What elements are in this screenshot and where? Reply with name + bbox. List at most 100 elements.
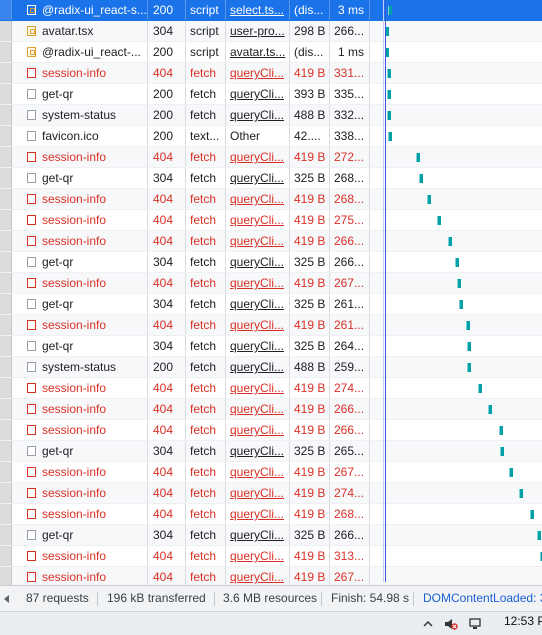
taskbar-clock[interactable]: 12:53 PM: [504, 614, 542, 628]
request-time: 261...: [330, 315, 370, 335]
request-time: 265...: [330, 441, 370, 461]
network-request-row[interactable]: @radix-ui_react-s... 200 script select.ts..…: [0, 0, 542, 21]
row-gutter: [0, 378, 12, 398]
request-initiator[interactable]: queryCli...: [226, 420, 290, 440]
network-request-row[interactable]: session-info 404 fetch queryCli... 419 B 274.…: [0, 378, 542, 399]
request-type: fetch: [186, 525, 226, 545]
request-size: 419 B: [290, 378, 330, 398]
request-initiator[interactable]: queryCli...: [226, 84, 290, 104]
request-initiator[interactable]: queryCli...: [226, 462, 290, 482]
error-file-icon: [27, 236, 36, 246]
request-size: 419 B: [290, 231, 330, 251]
error-file-icon: [27, 488, 36, 498]
request-initiator[interactable]: queryCli...: [226, 168, 290, 188]
network-request-row[interactable]: avatar.tsx 304 script user-pro... 298 B 266..…: [0, 21, 542, 42]
network-request-row[interactable]: session-info 404 fetch queryCli... 419 B 267.…: [0, 273, 542, 294]
js-file-icon: [27, 5, 36, 15]
request-type: fetch: [186, 210, 226, 230]
error-file-icon: [27, 152, 36, 162]
network-request-row[interactable]: session-info 404 fetch queryCli... 419 B 266.…: [0, 420, 542, 441]
request-time: 331...: [330, 63, 370, 83]
row-gutter: [0, 168, 12, 188]
row-gutter: [0, 273, 12, 293]
waterfall-bar: [387, 111, 391, 120]
request-size: 488 B: [290, 105, 330, 125]
request-initiator[interactable]: queryCli...: [226, 399, 290, 419]
waterfall-bar: [466, 321, 470, 330]
request-type: script: [186, 21, 226, 41]
waterfall-cell: [370, 189, 542, 209]
network-request-row[interactable]: session-info 404 fetch queryCli... 419 B 275.…: [0, 210, 542, 231]
waterfall-cell: [370, 63, 542, 83]
request-initiator[interactable]: avatar.ts...: [226, 42, 290, 62]
network-request-row[interactable]: get-qr 304 fetch queryCli... 325 B 264...: [0, 336, 542, 357]
status-divider: [214, 592, 215, 606]
request-initiator[interactable]: queryCli...: [226, 273, 290, 293]
network-request-row[interactable]: session-info 404 fetch queryCli... 419 B 268.…: [0, 504, 542, 525]
request-initiator[interactable]: queryCli...: [226, 441, 290, 461]
request-status: 404: [148, 63, 186, 83]
resources-size: 3.6 MB resources: [223, 591, 318, 605]
network-request-row[interactable]: favicon.ico 200 text... Other 42.... 338...: [0, 126, 542, 147]
request-initiator[interactable]: queryCli...: [226, 315, 290, 335]
request-initiator[interactable]: queryCli...: [226, 105, 290, 125]
request-time: 3 ms: [330, 0, 370, 20]
request-initiator[interactable]: queryCli...: [226, 483, 290, 503]
row-gutter: [0, 441, 12, 461]
network-request-row[interactable]: session-info 404 fetch queryCli... 419 B 268.…: [0, 189, 542, 210]
network-request-row[interactable]: system-status 200 fetch queryCli... 488 B 332…: [0, 105, 542, 126]
request-initiator[interactable]: queryCli...: [226, 357, 290, 377]
network-request-row[interactable]: get-qr 304 fetch queryCli... 325 B 266...: [0, 252, 542, 273]
request-initiator[interactable]: queryCli...: [226, 336, 290, 356]
waterfall-cell: [370, 0, 542, 20]
network-request-row[interactable]: get-qr 304 fetch queryCli... 325 B 268...: [0, 168, 542, 189]
waterfall-bar: [459, 300, 463, 309]
waterfall-cell: [370, 357, 542, 377]
network-request-row[interactable]: session-info 404 fetch queryCli... 419 B 331.…: [0, 63, 542, 84]
network-request-row[interactable]: @radix-ui_react-... 200 script avatar.ts...…: [0, 42, 542, 63]
request-initiator[interactable]: queryCli...: [226, 210, 290, 230]
request-initiator[interactable]: queryCli...: [226, 147, 290, 167]
request-initiator[interactable]: queryCli...: [226, 294, 290, 314]
row-gutter: [0, 105, 12, 125]
network-request-row[interactable]: system-status 200 fetch queryCli... 488 B 259…: [0, 357, 542, 378]
request-name: session-info: [12, 567, 148, 587]
waterfall-bar: [509, 468, 513, 477]
network-request-row[interactable]: session-info 404 fetch queryCli... 419 B 272.…: [0, 147, 542, 168]
request-initiator[interactable]: queryCli...: [226, 546, 290, 566]
scroll-left-arrow-icon[interactable]: [4, 595, 9, 603]
request-initiator[interactable]: queryCli...: [226, 63, 290, 83]
request-initiator[interactable]: user-pro...: [226, 21, 290, 41]
request-initiator[interactable]: queryCli...: [226, 189, 290, 209]
request-size: 419 B: [290, 420, 330, 440]
network-request-row[interactable]: session-info 404 fetch queryCli... 419 B 266.…: [0, 399, 542, 420]
network-icon[interactable]: [468, 617, 482, 631]
request-initiator[interactable]: select.ts...: [226, 0, 290, 20]
network-request-row[interactable]: get-qr 304 fetch queryCli... 325 B 261...: [0, 294, 542, 315]
request-size: 419 B: [290, 210, 330, 230]
row-gutter: [0, 252, 12, 272]
network-request-row[interactable]: get-qr 304 fetch queryCli... 325 B 266...: [0, 525, 542, 546]
chevron-up-icon[interactable]: [421, 617, 435, 631]
waterfall-cell: [370, 399, 542, 419]
row-gutter: [0, 189, 12, 209]
network-request-row[interactable]: session-info 404 fetch queryCli... 419 B 274.…: [0, 483, 542, 504]
request-initiator[interactable]: queryCli...: [226, 378, 290, 398]
request-initiator[interactable]: queryCli...: [226, 504, 290, 524]
network-request-row[interactable]: session-info 404 fetch queryCli... 419 B 313.…: [0, 546, 542, 567]
request-initiator[interactable]: queryCli...: [226, 525, 290, 545]
request-status: 404: [148, 378, 186, 398]
speaker-muted-icon[interactable]: [444, 617, 458, 631]
request-initiator[interactable]: queryCli...: [226, 231, 290, 251]
request-initiator[interactable]: queryCli...: [226, 252, 290, 272]
network-request-row[interactable]: get-qr 304 fetch queryCli... 325 B 265...: [0, 441, 542, 462]
network-request-row[interactable]: session-info 404 fetch queryCli... 419 B 261.…: [0, 315, 542, 336]
request-name: session-info: [12, 231, 148, 251]
row-gutter: [0, 567, 12, 587]
waterfall-bar: [416, 153, 420, 162]
network-request-row[interactable]: session-info 404 fetch queryCli... 419 B 266.…: [0, 231, 542, 252]
request-initiator[interactable]: queryCli...: [226, 567, 290, 587]
request-name: get-qr: [12, 168, 148, 188]
network-request-row[interactable]: session-info 404 fetch queryCli... 419 B 267.…: [0, 462, 542, 483]
network-request-row[interactable]: get-qr 200 fetch queryCli... 393 B 335...: [0, 84, 542, 105]
